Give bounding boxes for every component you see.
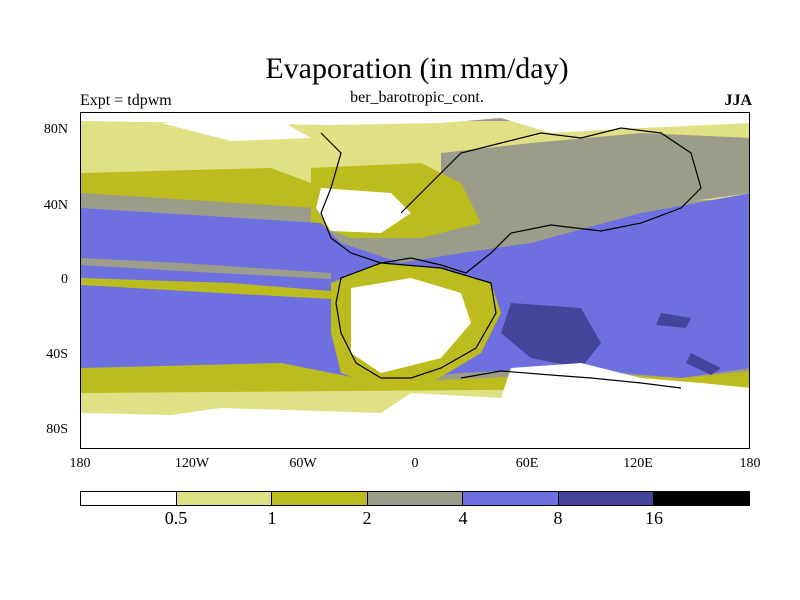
- x-tick: 120E: [623, 456, 653, 471]
- y-tick: 80N: [43, 122, 68, 137]
- season-label: JJA: [724, 92, 752, 109]
- field-white-south-continent: [351, 278, 471, 373]
- colorbar-label: 16: [645, 508, 663, 528]
- colorbar-label: 8: [553, 508, 563, 528]
- field-olive-north: [81, 168, 316, 208]
- plot-title: Evaporation (in mm/day): [265, 52, 569, 85]
- field-white-arctic: [81, 113, 749, 133]
- coastlines: [320, 127, 702, 389]
- field-darkblue-3: [686, 353, 721, 375]
- x-tick: 180: [69, 456, 91, 471]
- y-tick: 40N: [43, 198, 68, 213]
- colorbar-swatch: [176, 492, 273, 505]
- colorbar-swatch: [272, 492, 368, 505]
- colorbar-label: 2: [362, 508, 372, 528]
- colorbar-swatch: [558, 492, 655, 505]
- x-tick: 60W: [289, 456, 317, 471]
- field-white-antarctic: [81, 363, 749, 448]
- field-white-arctic-2: [161, 121, 311, 141]
- colorbar-label: 0.5: [164, 508, 188, 528]
- field-darkblue-2: [656, 313, 691, 328]
- colorbar-swatch: [367, 492, 464, 505]
- field-darkblue-indian: [501, 303, 601, 368]
- field-gray-stripe: [81, 258, 331, 279]
- field-olive-stripe: [81, 278, 331, 299]
- y-tick: 0: [61, 272, 68, 287]
- evaporation-map: [81, 113, 749, 448]
- x-tick: 120W: [174, 456, 210, 471]
- plot-subtitle: ber_barotropic_cont.: [350, 89, 484, 106]
- map-panel: [80, 112, 750, 449]
- x-tick: 60E: [515, 456, 539, 471]
- experiment-label: Expt = tdpwm: [80, 92, 172, 109]
- colorbar-swatch: [81, 492, 177, 505]
- colorbar-label: 4: [458, 508, 468, 528]
- colorbar: [80, 491, 750, 506]
- colorbar-swatch: [463, 492, 559, 505]
- field-gray-asia: [441, 133, 749, 221]
- y-tick: 80S: [46, 422, 68, 437]
- field-white-north: [316, 188, 411, 233]
- x-tick: 0: [411, 456, 419, 471]
- x-tick: 180: [739, 456, 761, 471]
- colorbar-swatch: [654, 492, 750, 505]
- colorbar-label: 1: [267, 508, 277, 528]
- y-tick: 40S: [46, 347, 68, 362]
